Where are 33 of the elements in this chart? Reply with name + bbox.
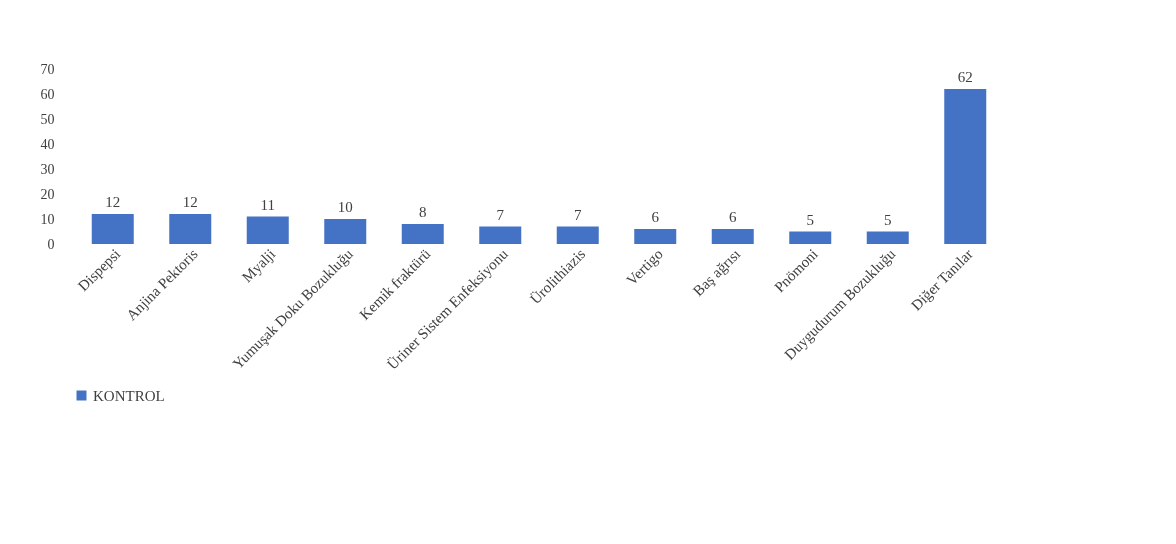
y-tick-label: 0	[47, 236, 55, 252]
y-tick-label: 20	[40, 186, 55, 202]
y-tick-label: 50	[40, 111, 55, 127]
bar	[866, 231, 909, 244]
data-label: 11	[260, 196, 275, 213]
y-tick-label: 40	[40, 136, 55, 152]
bar	[556, 226, 599, 244]
bar	[634, 229, 677, 244]
data-label: 6	[651, 209, 660, 225]
data-label: 8	[419, 204, 427, 220]
bar	[944, 89, 987, 244]
bar	[91, 214, 134, 244]
y-tick-label: 70	[40, 61, 55, 77]
data-label: 10	[337, 199, 353, 215]
y-tick-label: 30	[40, 161, 55, 177]
bar	[246, 216, 289, 244]
data-label: 12	[182, 194, 198, 210]
bar	[789, 231, 832, 244]
data-label: 12	[105, 194, 121, 210]
legend-label: KONTROL	[93, 387, 165, 404]
bar	[479, 226, 522, 244]
y-tick-label: 10	[40, 211, 55, 227]
data-label: 5	[806, 211, 814, 228]
data-label: 6	[729, 209, 737, 225]
data-label: 5	[884, 211, 892, 228]
bar	[401, 224, 444, 244]
y-tick-label: 60	[40, 86, 55, 102]
bar	[169, 214, 212, 244]
data-label: 7	[574, 206, 582, 223]
bar	[324, 219, 367, 244]
bar	[711, 229, 754, 244]
data-label: 7	[496, 206, 505, 223]
data-label: 62	[957, 69, 973, 85]
